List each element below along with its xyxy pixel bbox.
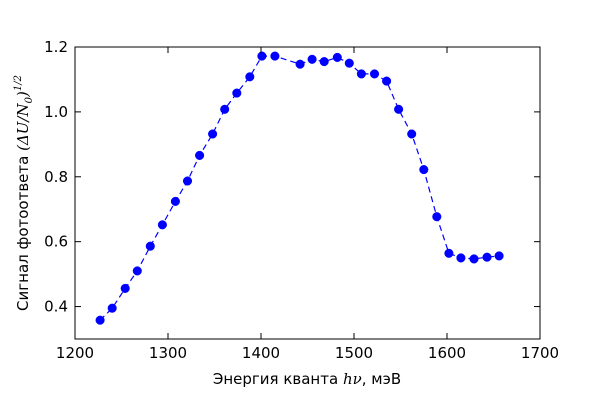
data-point <box>182 176 193 186</box>
data-point <box>195 150 205 160</box>
x-tick-label: 1700 <box>521 344 559 362</box>
data-point <box>319 57 329 67</box>
data-point <box>295 59 305 69</box>
series-line <box>99 55 500 321</box>
data-point <box>120 283 130 293</box>
data-point <box>257 51 267 61</box>
data-point <box>469 254 479 264</box>
data-point <box>245 72 255 82</box>
data-point <box>220 104 230 114</box>
data-point <box>369 69 380 79</box>
x-tick-label: 1500 <box>335 344 373 362</box>
data-point <box>332 52 342 62</box>
data-point <box>394 104 404 114</box>
plot-area <box>95 51 504 325</box>
data-point <box>456 253 466 263</box>
x-tick-label: 1200 <box>56 344 94 362</box>
data-point <box>382 76 392 86</box>
data-point <box>145 241 155 251</box>
y-tick-label: 0.6 <box>44 233 68 251</box>
y-tick-label: 1.0 <box>44 103 68 121</box>
data-point <box>444 248 454 258</box>
y-tick-label: 0.8 <box>44 168 68 186</box>
data-point <box>107 303 117 313</box>
y-tick-label: 0.4 <box>44 298 68 316</box>
ticks: 1200 1300 1400 1500 1600 1700 0.4 0.6 0.8 1.0 1.2 <box>44 38 559 362</box>
data-point <box>307 54 317 64</box>
data-point <box>157 220 167 230</box>
x-tick-label: 1300 <box>149 344 187 362</box>
y-tick-label: 1.2 <box>44 38 68 56</box>
data-point <box>270 51 280 61</box>
data-point <box>407 129 417 139</box>
data-point <box>95 315 105 325</box>
x-tick-label: 1400 <box>242 344 280 362</box>
x-tick-label: 1600 <box>428 344 466 362</box>
axes <box>74 46 541 340</box>
data-point <box>419 165 429 175</box>
data-point <box>132 266 142 276</box>
y-axis-label: Сигнал фотоответа (ΔU/N0)1/2 <box>13 75 35 311</box>
data-point <box>494 251 504 261</box>
data-point <box>344 58 354 68</box>
axes-frame <box>74 46 541 340</box>
data-point <box>208 129 218 139</box>
x-axis-label: Энергия кванта hν, мэВ <box>213 370 401 388</box>
data-point <box>356 69 366 79</box>
data-point <box>482 252 492 262</box>
data-point <box>232 88 242 98</box>
data-point <box>170 196 180 206</box>
data-point <box>432 212 442 222</box>
